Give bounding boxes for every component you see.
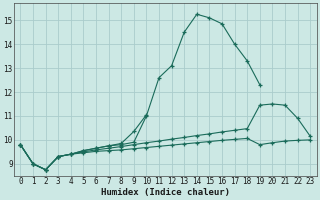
X-axis label: Humidex (Indice chaleur): Humidex (Indice chaleur) <box>101 188 230 197</box>
